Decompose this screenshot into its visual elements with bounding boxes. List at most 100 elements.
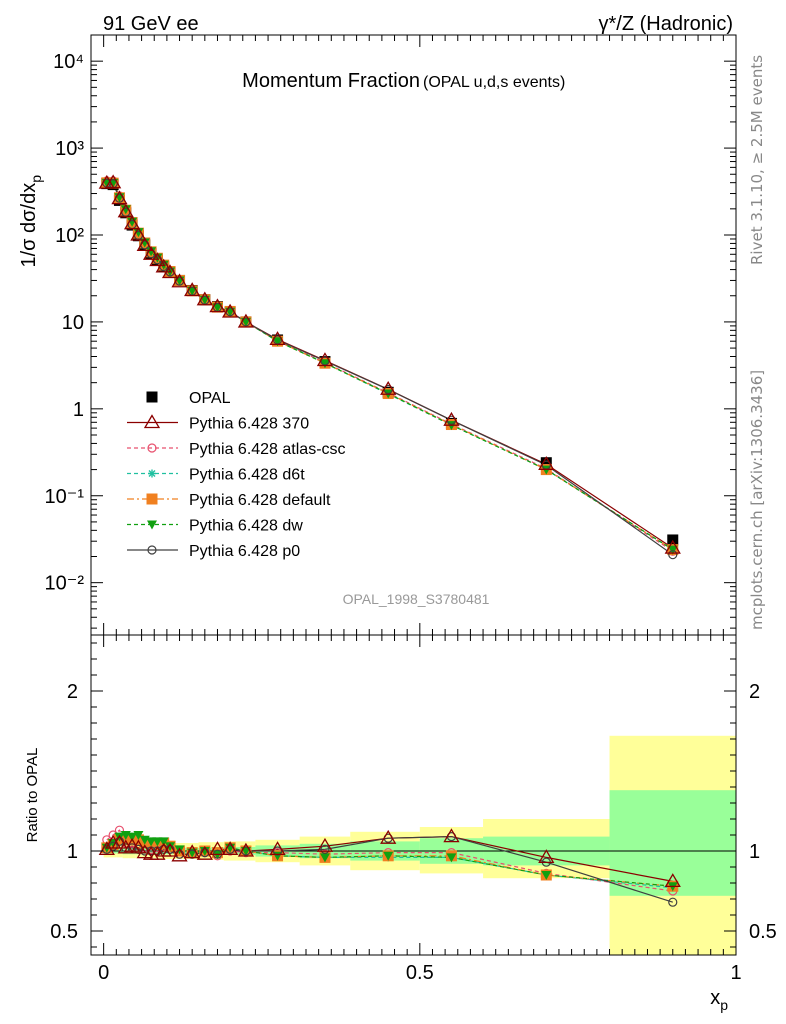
mc-point bbox=[117, 203, 134, 218]
ratio-y-tick-label: 2 bbox=[67, 681, 78, 703]
ratio-point bbox=[184, 844, 201, 859]
legend-marker bbox=[147, 520, 157, 530]
ratio-point bbox=[133, 831, 144, 840]
y-tick-label: 1 bbox=[73, 399, 84, 421]
ratio-point bbox=[319, 853, 330, 863]
legend: OPAL Pythia 6.428 370 Pythia 6.428 atlas-c… bbox=[127, 390, 346, 560]
ratio-point bbox=[152, 837, 163, 847]
ratio-point bbox=[221, 841, 239, 856]
ratio-y-tick-label-right: 0.5 bbox=[749, 921, 777, 943]
mc-point bbox=[149, 252, 166, 267]
main-y-axis: 10⁻² 10⁻¹ 1 10 10² 10³ 10⁴ bbox=[45, 34, 737, 635]
ratio-point bbox=[158, 837, 169, 847]
header-left: 91 GeV ee bbox=[103, 13, 199, 35]
analysis-watermark: OPAL_1998_S3780481 bbox=[343, 591, 490, 607]
header-right: γ*/Z (Hadronic) bbox=[599, 13, 733, 35]
legend-label: Pythia 6.428 p0 bbox=[189, 543, 300, 560]
y-tick-label: 10 bbox=[62, 312, 84, 334]
legend-item: Pythia 6.428 d6t bbox=[127, 467, 305, 484]
mc-point bbox=[136, 237, 153, 252]
x-label-text: x bbox=[710, 987, 720, 1009]
main-y-label-sub: p bbox=[28, 175, 44, 183]
mc-point bbox=[105, 174, 122, 189]
ratio-point bbox=[159, 844, 169, 855]
ratio-point bbox=[446, 853, 457, 863]
main-subtitle: (OPAL u,d,s events) bbox=[423, 74, 565, 91]
legend-item: Pythia 6.428 370 bbox=[127, 414, 309, 433]
ratio-point bbox=[117, 839, 134, 854]
svg-text:1/σ dσ/dxp: 1/σ dσ/dxp bbox=[18, 175, 44, 268]
mc-point bbox=[538, 456, 555, 470]
ratio-y-label: Ratio to OPAL bbox=[24, 748, 41, 843]
ratio-point bbox=[114, 836, 125, 847]
mc-point bbox=[171, 273, 188, 288]
ratio-plot-panel: 0.5 0.5 1 1 2 2 0 0.5 1 Ratio to OPAL xp bbox=[24, 634, 777, 1013]
mc-point bbox=[120, 205, 131, 215]
mc-point bbox=[272, 337, 283, 347]
legend-label: Pythia 6.428 dw bbox=[189, 518, 303, 535]
legend-label: Pythia 6.428 d6t bbox=[189, 467, 305, 484]
main-series-pythia-6-428-370 bbox=[98, 174, 681, 554]
mc-point bbox=[316, 352, 334, 367]
ratio-point bbox=[209, 841, 226, 856]
legend-marker bbox=[146, 493, 158, 505]
legend-label: Pythia 6.428 370 bbox=[189, 416, 309, 433]
ratio-point bbox=[320, 844, 330, 855]
main-title: Momentum Fraction bbox=[242, 70, 420, 92]
mc-point bbox=[187, 286, 198, 296]
main-plot-panel: 10⁻² 10⁻¹ 1 10 10² 10³ 10⁴ Momentum Fraction (… bbox=[18, 34, 737, 636]
legend-label: Pythia 6.428 atlas-csc bbox=[189, 441, 346, 458]
rivet-label: Rivet 3.1.10, ≥ 2.5M events bbox=[748, 55, 766, 265]
mc-point bbox=[443, 411, 460, 426]
x-label-sub: p bbox=[720, 997, 728, 1013]
mc-point bbox=[111, 190, 128, 205]
legend-label: OPAL bbox=[189, 390, 231, 407]
legend-label: Pythia 6.428 default bbox=[189, 492, 331, 509]
ratio-point bbox=[146, 837, 157, 847]
legend-item: Pythia 6.428 default bbox=[127, 492, 331, 509]
ratio-point bbox=[383, 851, 394, 861]
ratio-frame bbox=[90, 634, 737, 956]
ratio-point bbox=[149, 845, 166, 860]
mc-point bbox=[133, 228, 144, 238]
ratio-point bbox=[171, 847, 188, 862]
mc-point bbox=[664, 539, 681, 554]
ratio-point bbox=[269, 841, 286, 856]
ratio-point bbox=[380, 829, 397, 844]
mc-point bbox=[319, 359, 330, 369]
mc-point bbox=[184, 282, 201, 297]
main-frame bbox=[90, 34, 737, 636]
legend-marker bbox=[148, 469, 156, 478]
y-tick-label: 10³ bbox=[55, 138, 84, 160]
ratio-point bbox=[165, 844, 175, 855]
ratio-point bbox=[664, 873, 681, 888]
mcplots-label: mcplots.cern.ch [arXiv:1306.3436] bbox=[748, 370, 766, 630]
mc-point bbox=[269, 331, 286, 346]
ratio-point bbox=[111, 834, 128, 849]
mc-point bbox=[123, 215, 141, 230]
mc-point bbox=[155, 258, 172, 273]
main-y-label: 1/σ dσ/dxp bbox=[18, 175, 44, 268]
ratio-y-tick-label-right: 2 bbox=[749, 681, 760, 703]
ratio-point bbox=[668, 897, 678, 907]
ratio-series-pythia-6-428-370 bbox=[98, 828, 681, 888]
y-tick-label: 10⁻² bbox=[45, 573, 85, 595]
ratio-y-tick-label-right: 1 bbox=[749, 841, 760, 863]
error-band-inner bbox=[609, 790, 736, 896]
ratio-point bbox=[130, 839, 147, 854]
legend-marker bbox=[147, 545, 157, 555]
ratio-plot-content bbox=[91, 735, 736, 955]
legend-item: Pythia 6.428 p0 bbox=[127, 543, 300, 560]
x-tick-label: 1 bbox=[730, 962, 741, 984]
mc-point bbox=[130, 226, 147, 241]
legend-item: Pythia 6.428 dw bbox=[127, 518, 303, 535]
data-point bbox=[540, 457, 552, 469]
svg-text:xp: xp bbox=[710, 987, 728, 1013]
y-tick-label: 10² bbox=[55, 225, 84, 247]
legend-marker bbox=[146, 391, 158, 403]
mc-point bbox=[161, 264, 179, 279]
legend-item: Pythia 6.428 atlas-csc bbox=[127, 441, 346, 458]
ratio-y-tick-label: 1 bbox=[67, 841, 78, 863]
ratio-point bbox=[538, 849, 555, 864]
